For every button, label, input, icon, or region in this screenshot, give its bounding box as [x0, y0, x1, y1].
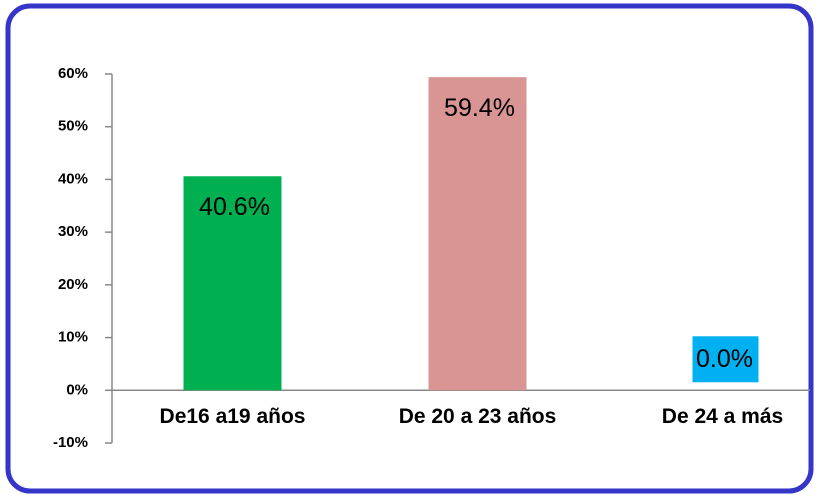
y-tick-label: 50%: [58, 118, 88, 135]
x-tick-label: De16 a19 años: [160, 405, 306, 428]
value-label: 59.4%: [444, 94, 515, 122]
x-tick-label: De 20 a 23 años: [399, 405, 557, 428]
y-tick-label: 30%: [58, 223, 88, 240]
value-label: 40.6%: [199, 193, 270, 221]
value-label-bg: [692, 336, 759, 383]
x-tick-label: De 24 a más: [662, 405, 783, 428]
y-tick-label: -10%: [53, 434, 88, 451]
y-tick-label: 0%: [66, 381, 88, 398]
y-tick-label: 20%: [58, 276, 88, 293]
y-tick-label: 40%: [58, 170, 88, 187]
bar: [183, 176, 282, 391]
y-tick-label: 60%: [58, 65, 88, 82]
value-label: 0.0%: [696, 345, 753, 373]
bar: [428, 77, 527, 391]
y-tick-label: 10%: [58, 329, 88, 346]
